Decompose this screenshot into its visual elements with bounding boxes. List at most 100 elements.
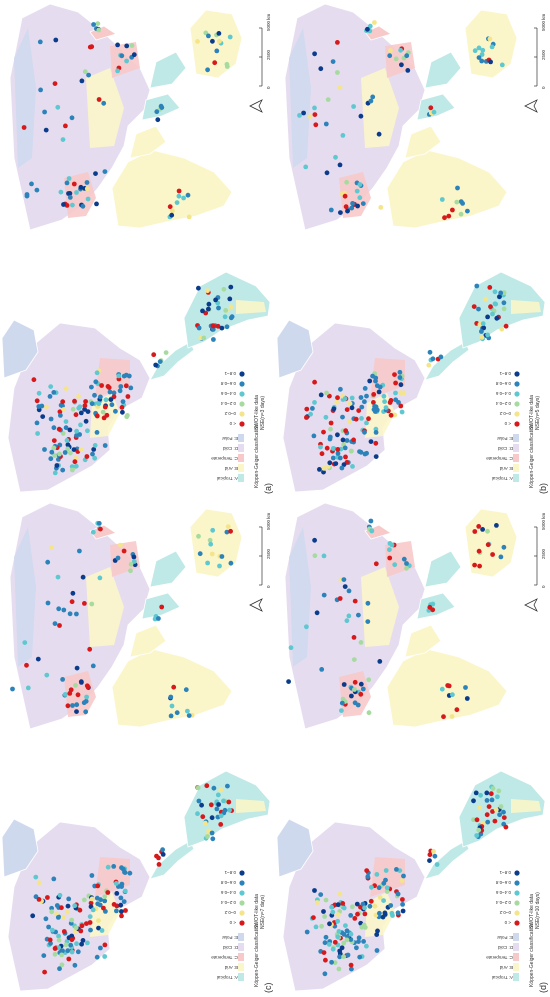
india-landmass [416, 592, 456, 620]
station-point [91, 22, 96, 27]
station-point [34, 187, 40, 193]
station-point [64, 438, 70, 443]
station-point [78, 410, 84, 416]
station-point [47, 937, 53, 943]
station-point [484, 797, 490, 803]
panel-label: (b) [538, 483, 548, 494]
station-point [228, 284, 234, 290]
station-point [288, 645, 294, 651]
nse-class-label: 0.4~0.6 [220, 391, 236, 396]
station-point [328, 426, 333, 432]
station-point [485, 314, 491, 320]
station-point [10, 686, 15, 692]
station-point [342, 396, 348, 402]
station-point [55, 574, 61, 580]
station-point [159, 105, 165, 110]
station-point [318, 892, 324, 897]
station-point [24, 662, 29, 668]
scale-bar-tick: 2500 [266, 548, 271, 559]
station-point [214, 806, 220, 812]
station-point [349, 966, 354, 972]
station-point [95, 21, 101, 26]
station-point [494, 315, 500, 321]
station-point [51, 445, 57, 451]
station-point [224, 324, 230, 330]
sahara-arid-zone [122, 657, 156, 721]
station-point [458, 211, 464, 217]
station-point [329, 904, 334, 910]
station-point [48, 384, 54, 389]
station-point [345, 952, 351, 958]
station-point [176, 193, 182, 199]
station-point [477, 563, 483, 569]
panel-a: (a) Köppen-Geiger classification A: Tropic… [0, 0, 275, 498]
station-point [115, 42, 120, 48]
station-point [377, 910, 382, 916]
station-point [476, 45, 482, 51]
station-point [314, 900, 320, 905]
station-point [400, 908, 406, 914]
station-point [376, 389, 382, 395]
station-point [186, 214, 192, 220]
patagonia-arid-zone [511, 300, 541, 314]
station-point [77, 404, 83, 410]
station-point [338, 386, 343, 392]
nse-class-label: 0.8~1 [499, 371, 511, 376]
station-point [65, 703, 71, 709]
station-point [154, 109, 160, 115]
station-point [442, 215, 447, 221]
koppen-swatch [513, 444, 519, 452]
koppen-item-label: B: Arid [224, 965, 238, 970]
station-point [353, 416, 359, 422]
station-point [85, 940, 90, 946]
se-asia-landmass [424, 51, 462, 89]
nse-legend: SWOT-like data NSE(n=10 days) < 0 0~0.2 0.2~… [495, 870, 541, 929]
station-point [215, 323, 221, 329]
station-point [201, 335, 207, 341]
station-point [211, 785, 217, 791]
station-point [78, 184, 84, 190]
station-point [109, 402, 115, 408]
station-point [360, 201, 366, 206]
nse-class-label: 0~0.2 [499, 910, 511, 915]
nse-class-label: 0.8~1 [224, 371, 236, 376]
station-point [36, 880, 42, 886]
station-point [303, 164, 309, 170]
station-point [374, 932, 380, 937]
station-point [497, 294, 502, 300]
station-point [228, 304, 234, 310]
station-point [324, 445, 330, 451]
station-point [358, 113, 364, 119]
station-point [374, 872, 380, 877]
station-point [128, 568, 133, 574]
station-point [59, 905, 64, 911]
koppen-swatch [238, 973, 244, 981]
greenland-landmass [276, 818, 314, 878]
station-point [205, 834, 210, 839]
station-point [343, 204, 349, 210]
station-point [312, 400, 317, 405]
station-point [499, 326, 505, 332]
station-point [43, 127, 49, 133]
station-point [398, 382, 404, 388]
station-point [90, 907, 96, 913]
station-point [441, 714, 446, 720]
station-point [501, 300, 507, 306]
station-point [337, 162, 343, 168]
panel-b: (b) Köppen-Geiger classification A: Tropic… [275, 0, 550, 498]
station-point [92, 443, 98, 448]
station-point [99, 383, 104, 388]
koppen-item-label: A: Tropical [492, 476, 513, 481]
station-point [56, 933, 61, 939]
station-point [401, 556, 407, 562]
station-point [52, 951, 58, 957]
central-asia-arid-zone [86, 567, 124, 647]
scale-bar-tick: 5000 km [541, 512, 546, 530]
station-point [348, 962, 354, 968]
station-point [501, 809, 506, 815]
station-point [369, 884, 374, 890]
station-points [286, 518, 509, 977]
station-point [156, 616, 161, 621]
station-point [153, 362, 159, 368]
station-point [321, 429, 326, 435]
